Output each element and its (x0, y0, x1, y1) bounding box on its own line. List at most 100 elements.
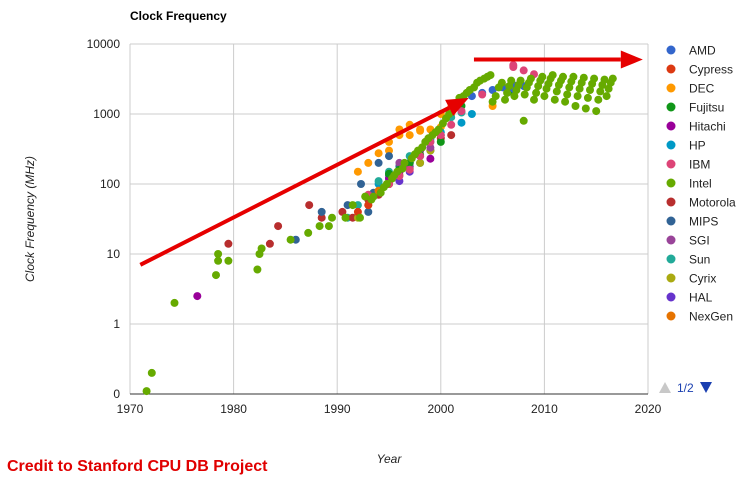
data-point[interactable] (142, 387, 151, 396)
data-point[interactable] (571, 102, 580, 110)
legend-page-up-icon[interactable] (659, 382, 671, 393)
data-point[interactable] (193, 292, 202, 301)
data-point[interactable] (317, 207, 326, 216)
legend-item-mips[interactable]: MIPS (666, 215, 719, 229)
data-point[interactable] (315, 222, 324, 231)
data-point[interactable] (405, 131, 414, 140)
data-point[interactable] (426, 154, 435, 163)
data-point[interactable] (348, 201, 357, 210)
data-point[interactable] (552, 87, 561, 96)
data-point[interactable] (214, 256, 223, 265)
data-point[interactable] (364, 207, 373, 216)
data-point[interactable] (416, 158, 425, 167)
data-point[interactable] (147, 368, 156, 377)
data-point[interactable] (510, 92, 519, 101)
data-point[interactable] (478, 90, 487, 99)
data-point[interactable] (356, 213, 364, 222)
data-point[interactable] (374, 177, 383, 186)
data-point[interactable] (253, 265, 262, 274)
data-point[interactable] (265, 239, 274, 248)
data-point[interactable] (532, 88, 541, 97)
data-point[interactable] (491, 92, 500, 101)
data-point[interactable] (382, 180, 391, 188)
data-point[interactable] (507, 76, 516, 85)
data-point[interactable] (257, 244, 266, 253)
data-point[interactable] (374, 158, 383, 167)
data-point[interactable] (519, 66, 528, 75)
data-point[interactable] (488, 86, 497, 94)
legend-item-dec[interactable]: DEC (666, 82, 715, 96)
data-point[interactable] (353, 167, 362, 176)
data-point[interactable] (170, 298, 179, 307)
data-point[interactable] (548, 71, 557, 80)
data-point[interactable] (497, 78, 506, 87)
data-point[interactable] (361, 192, 370, 201)
data-point[interactable] (467, 110, 476, 118)
data-point[interactable] (457, 107, 466, 116)
data-point[interactable] (447, 120, 456, 129)
data-point[interactable] (586, 86, 594, 94)
data-point[interactable] (385, 146, 393, 155)
data-point[interactable] (563, 90, 572, 99)
data-point[interactable] (305, 201, 314, 210)
data-point[interactable] (214, 250, 223, 258)
data-point[interactable] (538, 72, 547, 81)
data-point[interactable] (590, 74, 599, 83)
data-point[interactable] (212, 271, 220, 280)
data-point[interactable] (602, 92, 611, 101)
legend-item-hal[interactable]: HAL (666, 291, 713, 305)
data-point[interactable] (516, 76, 525, 85)
data-point[interactable] (526, 74, 535, 83)
data-point[interactable] (501, 95, 509, 104)
data-point[interactable] (503, 88, 512, 97)
data-point[interactable] (369, 192, 378, 201)
data-point[interactable] (304, 228, 313, 237)
data-point[interactable] (445, 110, 454, 118)
data-point[interactable] (357, 180, 365, 188)
data-point[interactable] (559, 72, 567, 81)
data-point[interactable] (604, 84, 613, 93)
data-point[interactable] (596, 87, 605, 96)
legend-item-hp[interactable]: HP (666, 139, 706, 153)
legend-item-cypress[interactable]: Cypress (666, 63, 734, 77)
data-point[interactable] (550, 95, 559, 104)
data-point[interactable] (486, 71, 495, 80)
legend-item-sun[interactable]: Sun (666, 253, 711, 267)
data-point[interactable] (324, 222, 333, 231)
data-point[interactable] (573, 92, 582, 101)
data-point[interactable] (575, 84, 584, 93)
data-point[interactable] (436, 137, 445, 146)
data-point[interactable] (385, 152, 393, 161)
data-point[interactable] (374, 149, 383, 158)
data-point[interactable] (561, 97, 570, 106)
data-point[interactable] (457, 118, 466, 127)
data-point[interactable] (416, 125, 425, 134)
legend-item-intel[interactable]: Intel (666, 177, 712, 191)
legend-item-hitachi[interactable]: Hitachi (666, 120, 726, 134)
data-point[interactable] (608, 74, 617, 83)
legend-page-down-icon[interactable] (700, 382, 712, 393)
data-point[interactable] (274, 222, 283, 231)
legend-item-sgi[interactable]: SGI (666, 234, 710, 248)
legend-item-fujitsu[interactable]: Fujitsu (666, 101, 725, 115)
legend-item-motorola[interactable]: Motorola (666, 196, 737, 210)
data-point[interactable] (328, 213, 336, 222)
data-point[interactable] (447, 131, 456, 140)
data-point[interactable] (592, 107, 601, 116)
data-point[interactable] (286, 235, 295, 244)
data-point[interactable] (540, 92, 549, 101)
data-point[interactable] (520, 90, 529, 99)
data-point[interactable] (519, 116, 528, 125)
legend-item-ibm[interactable]: IBM (666, 158, 711, 172)
data-point[interactable] (581, 104, 590, 113)
legend-item-amd[interactable]: AMD (666, 44, 717, 58)
data-point[interactable] (364, 158, 373, 167)
data-point[interactable] (434, 125, 443, 134)
data-point[interactable] (426, 143, 435, 152)
legend-item-nexgen[interactable]: NexGen (666, 310, 734, 324)
data-point[interactable] (341, 213, 350, 222)
data-point[interactable] (579, 73, 588, 82)
data-point[interactable] (594, 95, 603, 104)
data-point[interactable] (400, 158, 409, 167)
data-point[interactable] (224, 256, 233, 265)
